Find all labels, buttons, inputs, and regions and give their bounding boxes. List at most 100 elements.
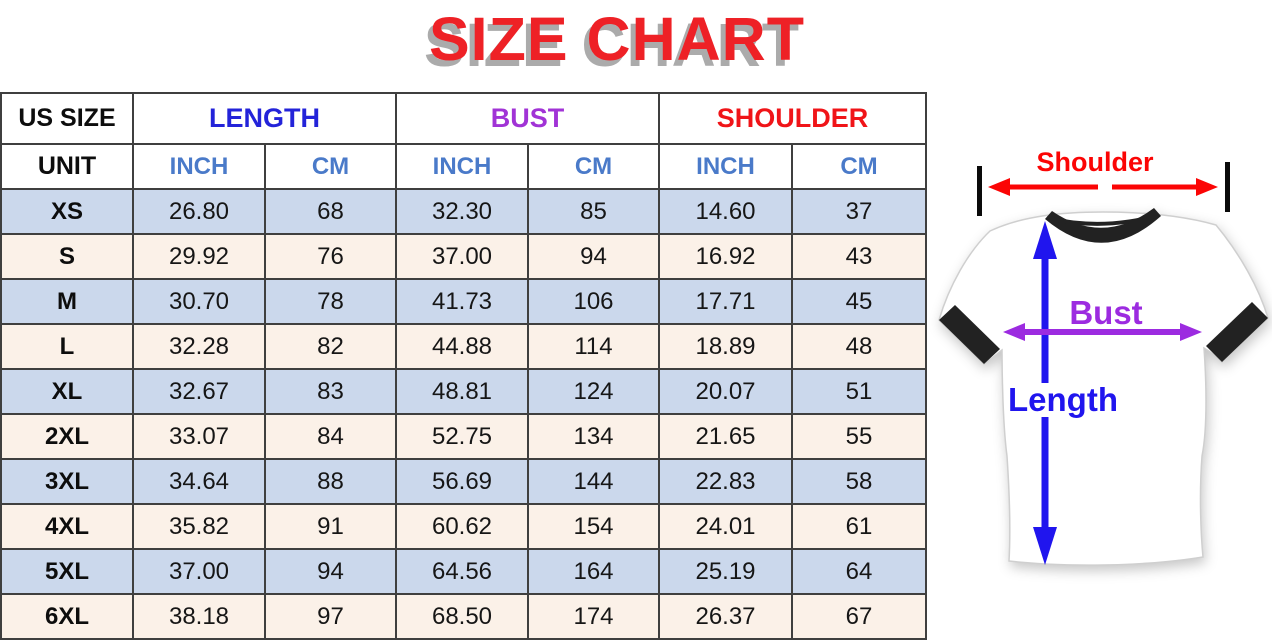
size-table-body: XS 26.80 68 32.30 85 14.60 37 S 29.92 76 37.00 94 16… <box>0 188 928 640</box>
value-cell: 35.82 <box>132 503 266 550</box>
bust-header: BUST <box>395 92 660 145</box>
shoulder-label: Shoulder <box>1036 147 1153 177</box>
value-cell: 55 <box>790 413 928 460</box>
tshirt-cuff-right-icon <box>1206 302 1268 362</box>
value-cell: 16.92 <box>658 233 793 280</box>
length-header: LENGTH <box>132 92 397 145</box>
value-cell: 56.69 <box>395 458 529 505</box>
tshirt-body <box>938 211 1269 566</box>
value-cell: 91 <box>264 503 397 550</box>
size-cell: M <box>0 278 134 325</box>
value-cell: 85 <box>527 188 660 235</box>
value-cell: 41.73 <box>395 278 529 325</box>
value-cell: 83 <box>264 368 397 415</box>
shoulder-end-bar-right <box>1225 162 1230 212</box>
value-cell: 30.70 <box>132 278 266 325</box>
value-cell: 14.60 <box>658 188 793 235</box>
value-cell: 88 <box>264 458 397 505</box>
value-cell: 58 <box>790 458 928 505</box>
value-cell: 84 <box>264 413 397 460</box>
value-cell: 134 <box>527 413 660 460</box>
size-cell: XL <box>0 368 134 415</box>
bust-inch-header: INCH <box>395 143 529 190</box>
value-cell: 48 <box>790 323 928 370</box>
value-cell: 64.56 <box>395 548 529 595</box>
header-group-row: US SIZE LENGTH BUST SHOULDER <box>0 92 928 145</box>
size-cell: 3XL <box>0 458 134 505</box>
table-row: XL 32.67 83 48.81 124 20.07 51 <box>0 368 928 415</box>
unit-row: UNIT INCH CM INCH CM INCH CM <box>0 143 928 190</box>
value-cell: 60.62 <box>395 503 529 550</box>
value-cell: 48.81 <box>395 368 529 415</box>
value-cell: 22.83 <box>658 458 793 505</box>
value-cell: 164 <box>527 548 660 595</box>
table-row: 4XL 35.82 91 60.62 154 24.01 61 <box>0 503 928 550</box>
value-cell: 61 <box>790 503 928 550</box>
value-cell: 37.00 <box>395 233 529 280</box>
unit-header: UNIT <box>0 143 134 190</box>
value-cell: 154 <box>527 503 660 550</box>
table-row: S 29.92 76 37.00 94 16.92 43 <box>0 233 928 280</box>
value-cell: 18.89 <box>658 323 793 370</box>
table-row: 6XL 38.18 97 68.50 174 26.37 67 <box>0 593 928 640</box>
table-row: L 32.28 82 44.88 114 18.89 48 <box>0 323 928 370</box>
table-row: XS 26.80 68 32.30 85 14.60 37 <box>0 188 928 235</box>
value-cell: 106 <box>527 278 660 325</box>
value-cell: 44.88 <box>395 323 529 370</box>
tshirt-illustration <box>938 208 1269 566</box>
value-cell: 82 <box>264 323 397 370</box>
value-cell: 97 <box>264 593 397 640</box>
value-cell: 32.67 <box>132 368 266 415</box>
size-cell: 6XL <box>0 593 134 640</box>
value-cell: 76 <box>264 233 397 280</box>
length-cm-header: CM <box>264 143 397 190</box>
table-row: 2XL 33.07 84 52.75 134 21.65 55 <box>0 413 928 460</box>
value-cell: 25.19 <box>658 548 793 595</box>
value-cell: 26.37 <box>658 593 793 640</box>
page-title: SIZE CHART <box>429 5 805 73</box>
size-cell: 2XL <box>0 413 134 460</box>
value-cell: 37.00 <box>132 548 266 595</box>
shoulder-arrow: Shoulder <box>977 147 1230 216</box>
value-cell: 94 <box>264 548 397 595</box>
length-label: Length <box>1008 381 1118 418</box>
value-cell: 33.07 <box>132 413 266 460</box>
measurement-diagram: Shoulder Length Bust <box>938 147 1269 566</box>
tshirt-collar-top-edge <box>1046 213 1160 226</box>
value-cell: 94 <box>527 233 660 280</box>
shoulder-end-bar-left <box>977 166 982 216</box>
value-cell: 51 <box>790 368 928 415</box>
size-cell: 4XL <box>0 503 134 550</box>
value-cell: 34.64 <box>132 458 266 505</box>
size-cell: XS <box>0 188 134 235</box>
shoulder-header: SHOULDER <box>657 92 928 145</box>
value-cell: 68 <box>264 188 397 235</box>
table-row: M 30.70 78 41.73 106 17.71 45 <box>0 278 928 325</box>
value-cell: 52.75 <box>395 413 529 460</box>
value-cell: 43 <box>790 233 928 280</box>
size-cell: S <box>0 233 134 280</box>
table-row: 3XL 34.64 88 56.69 144 22.83 58 <box>0 458 928 505</box>
value-cell: 21.65 <box>658 413 793 460</box>
bust-label: Bust <box>1069 294 1142 331</box>
value-cell: 68.50 <box>395 593 529 640</box>
value-cell: 32.28 <box>132 323 266 370</box>
value-cell: 32.30 <box>395 188 529 235</box>
value-cell: 124 <box>527 368 660 415</box>
shoulder-inch-header: INCH <box>658 143 793 190</box>
value-cell: 78 <box>264 278 397 325</box>
value-cell: 45 <box>790 278 928 325</box>
bust-cm-header: CM <box>527 143 660 190</box>
value-cell: 38.18 <box>132 593 266 640</box>
bust-arrow: Bust <box>1003 294 1202 341</box>
tshirt-cuff-left-icon <box>939 305 1000 364</box>
value-cell: 29.92 <box>132 233 266 280</box>
size-cell: L <box>0 323 134 370</box>
value-cell: 37 <box>790 188 928 235</box>
value-cell: 26.80 <box>132 188 266 235</box>
table-row: 5XL 37.00 94 64.56 164 25.19 64 <box>0 548 928 595</box>
size-chart-table: US SIZE LENGTH BUST SHOULDER UNIT INCH C… <box>0 92 928 640</box>
tshirt-collar-icon <box>1045 208 1161 243</box>
value-cell: 24.01 <box>658 503 793 550</box>
